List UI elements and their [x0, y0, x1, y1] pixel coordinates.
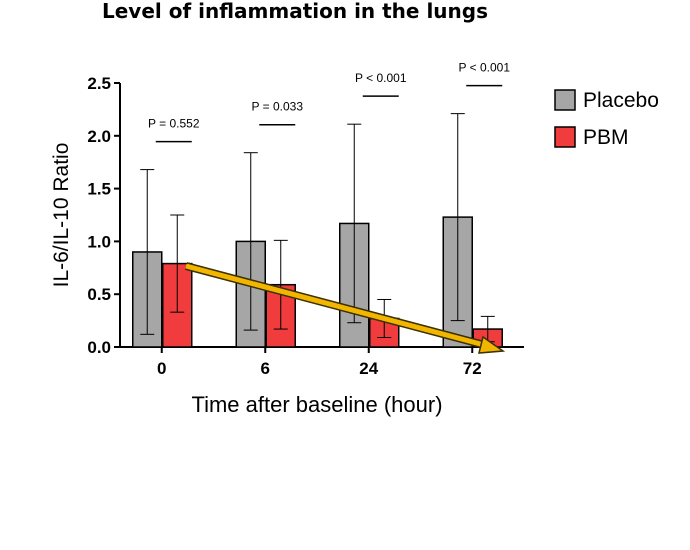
y-tick-label: 2.5 — [87, 74, 111, 93]
p-value-label: P = 0.552 — [148, 117, 200, 131]
p-value-label: P < 0.001 — [355, 71, 407, 85]
x-tick-label: 24 — [359, 359, 378, 378]
p-value-label: P = 0.033 — [252, 100, 304, 114]
trend-arrow — [184, 262, 506, 354]
x-tick-label: 0 — [157, 359, 166, 378]
x-tick-label: 72 — [463, 359, 482, 378]
chart-title: Level of inflammation in the lungs — [102, 0, 488, 23]
plot-area: 0.0 0.5 1.0 1.5 2.0 2.5 0 P = 0.552 6 P = 0.033 24… — [87, 61, 524, 378]
arrow-shaft — [185, 263, 489, 349]
arrow-head — [478, 335, 506, 354]
legend-swatch — [554, 126, 576, 148]
y-tick-label: 0.0 — [87, 338, 111, 357]
legend-label: Placebo — [583, 89, 659, 112]
legend-label: PBM — [583, 126, 629, 149]
y-tick-label: 1.5 — [87, 180, 111, 199]
legend-swatch — [554, 89, 576, 111]
y-tick-label: 1.0 — [87, 232, 111, 251]
y-tick-label: 0.5 — [87, 285, 111, 304]
x-axis-label: Time after baseline (hour) — [191, 392, 442, 417]
y-axis-label: IL-6/IL-10 Ratio — [50, 143, 73, 288]
p-value-label: P < 0.001 — [459, 61, 511, 75]
x-tick-label: 6 — [261, 359, 270, 378]
y-tick-label: 2.0 — [87, 127, 111, 146]
